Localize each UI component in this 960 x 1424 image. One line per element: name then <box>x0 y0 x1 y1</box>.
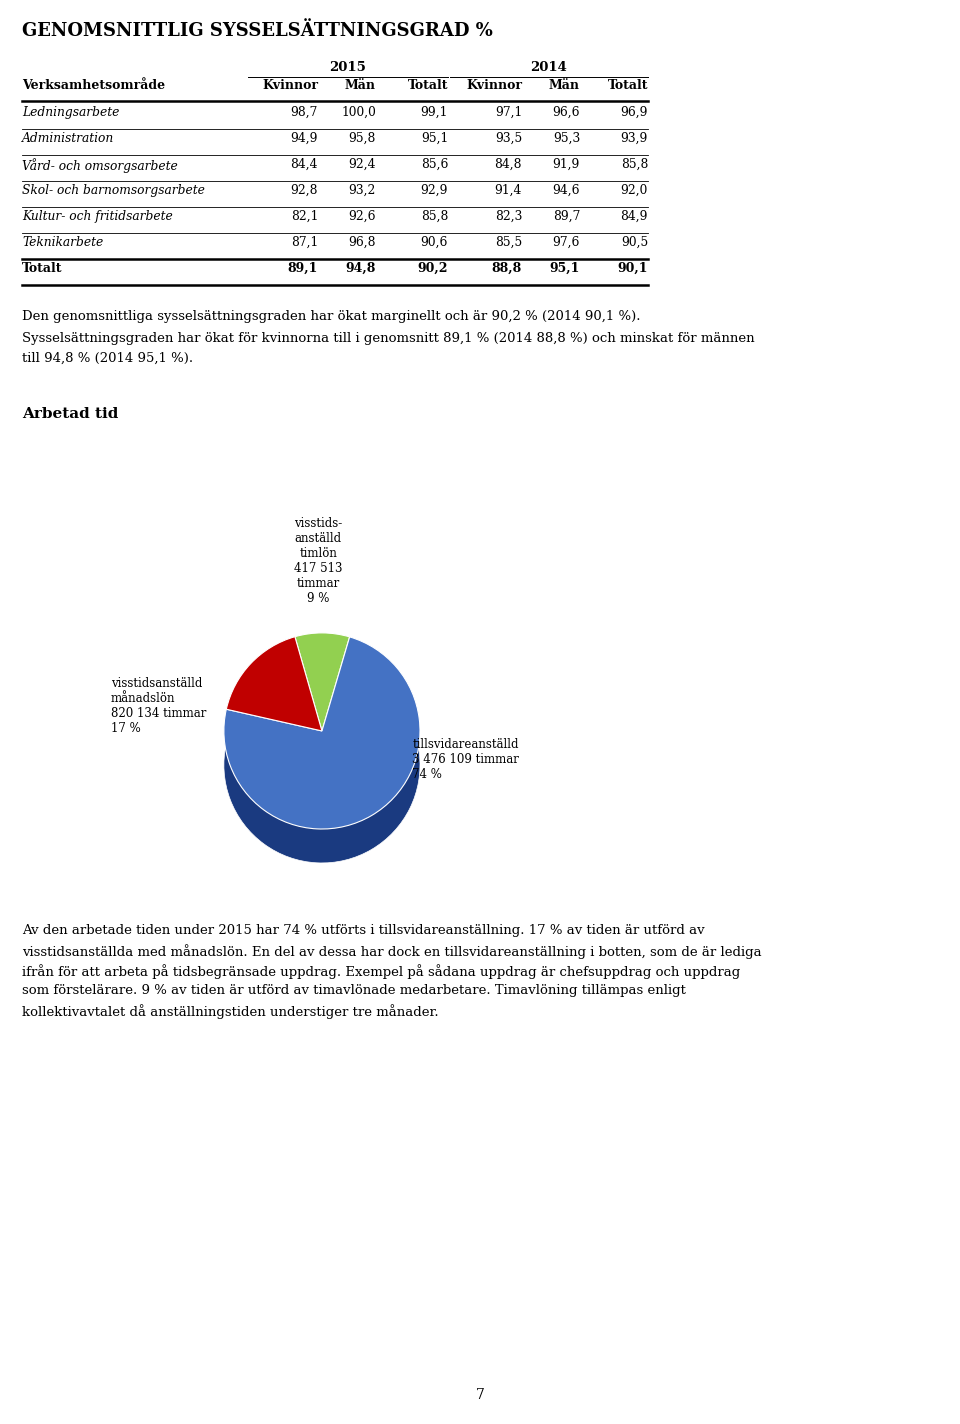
Text: visstidsanställd
månadslön
820 134 timmar
17 %: visstidsanställd månadslön 820 134 timma… <box>110 678 206 735</box>
Text: 92,8: 92,8 <box>291 184 318 197</box>
Text: Verksamhetsområde: Verksamhetsområde <box>22 78 165 93</box>
Text: 95,8: 95,8 <box>348 132 376 145</box>
Text: Totalt: Totalt <box>407 78 448 93</box>
Text: 92,9: 92,9 <box>420 184 448 197</box>
Text: Män: Män <box>345 78 376 93</box>
Text: 93,5: 93,5 <box>494 132 522 145</box>
Text: 84,8: 84,8 <box>494 158 522 171</box>
Text: GENOMSNITTLIG SYSSELSÄTTNINGSGRAD %: GENOMSNITTLIG SYSSELSÄTTNINGSGRAD % <box>22 21 492 40</box>
Wedge shape <box>295 666 349 765</box>
Text: Den genomsnittliga sysselsättningsgraden har ökat marginellt och är 90,2 % (2014: Den genomsnittliga sysselsättningsgraden… <box>22 310 640 323</box>
Text: Ledningsarbete: Ledningsarbete <box>22 105 119 120</box>
Text: Kultur- och fritidsarbete: Kultur- och fritidsarbete <box>22 209 173 224</box>
Text: Administration: Administration <box>22 132 114 145</box>
Text: 95,1: 95,1 <box>550 262 580 275</box>
Text: 85,5: 85,5 <box>494 236 522 249</box>
Text: 84,4: 84,4 <box>291 158 318 171</box>
Text: visstidsanställda med månadslön. En del av dessa har dock en tillsvidareanställn: visstidsanställda med månadslön. En del … <box>22 944 761 958</box>
Wedge shape <box>224 671 420 863</box>
Text: 82,1: 82,1 <box>291 209 318 224</box>
Text: 99,1: 99,1 <box>420 105 448 120</box>
Text: 85,6: 85,6 <box>420 158 448 171</box>
Text: 98,7: 98,7 <box>291 105 318 120</box>
Text: till 94,8 % (2014 95,1 %).: till 94,8 % (2014 95,1 %). <box>22 352 193 365</box>
Text: som förstelärare. 9 % av tiden är utförd av timavlönade medarbetare. Timavlöning: som förstelärare. 9 % av tiden är utförd… <box>22 984 685 997</box>
Text: 96,6: 96,6 <box>553 105 580 120</box>
Text: 92,0: 92,0 <box>620 184 648 197</box>
Text: Sysselsättningsgraden har ökat för kvinnorna till i genomsnitt 89,1 % (2014 88,8: Sysselsättningsgraden har ökat för kvinn… <box>22 332 755 345</box>
Text: visstids-
anställd
timlön
417 513
timmar
9 %: visstids- anställd timlön 417 513 timmar… <box>294 517 343 605</box>
Wedge shape <box>227 671 322 765</box>
Text: 85,8: 85,8 <box>420 209 448 224</box>
Text: 90,6: 90,6 <box>420 236 448 249</box>
Text: 92,4: 92,4 <box>348 158 376 171</box>
Text: 91,4: 91,4 <box>494 184 522 197</box>
Text: 85,8: 85,8 <box>620 158 648 171</box>
Text: 93,9: 93,9 <box>620 132 648 145</box>
Text: Skol- och barnomsorgsarbete: Skol- och barnomsorgsarbete <box>22 184 204 197</box>
Text: kollektivavtalet då anställningstiden understiger tre månader.: kollektivavtalet då anställningstiden un… <box>22 1004 439 1020</box>
Text: tillsvidareanställd
3 476 109 timmar
74 %: tillsvidareanställd 3 476 109 timmar 74 … <box>413 738 519 780</box>
Text: 93,2: 93,2 <box>348 184 376 197</box>
Text: 89,1: 89,1 <box>288 262 318 275</box>
Text: 90,1: 90,1 <box>617 262 648 275</box>
Text: 87,1: 87,1 <box>291 236 318 249</box>
Text: 95,3: 95,3 <box>553 132 580 145</box>
Wedge shape <box>224 637 420 829</box>
Text: Arbetad tid: Arbetad tid <box>22 407 118 422</box>
Text: 90,5: 90,5 <box>621 236 648 249</box>
Text: 89,7: 89,7 <box>553 209 580 224</box>
Wedge shape <box>295 632 349 731</box>
Text: 88,8: 88,8 <box>492 262 522 275</box>
Text: Av den arbetade tiden under 2015 har 74 % utförts i tillsvidareanställning. 17 %: Av den arbetade tiden under 2015 har 74 … <box>22 924 705 937</box>
Text: Teknikarbete: Teknikarbete <box>22 236 104 249</box>
Text: 82,3: 82,3 <box>494 209 522 224</box>
Text: 95,1: 95,1 <box>420 132 448 145</box>
Text: 84,9: 84,9 <box>620 209 648 224</box>
Text: Vård- och omsorgsarbete: Vård- och omsorgsarbete <box>22 158 178 172</box>
Text: 97,1: 97,1 <box>494 105 522 120</box>
Text: 2014: 2014 <box>531 61 567 74</box>
Text: 90,2: 90,2 <box>418 262 448 275</box>
Text: 97,6: 97,6 <box>553 236 580 249</box>
Text: Kvinnor: Kvinnor <box>262 78 318 93</box>
Text: Kvinnor: Kvinnor <box>466 78 522 93</box>
Text: 100,0: 100,0 <box>341 105 376 120</box>
Text: Män: Män <box>549 78 580 93</box>
Text: 91,9: 91,9 <box>553 158 580 171</box>
Text: Totalt: Totalt <box>22 262 62 275</box>
Text: 96,8: 96,8 <box>348 236 376 249</box>
Text: ifrån för att arbeta på tidsbegränsade uppdrag. Exempel på sådana uppdrag är che: ifrån för att arbeta på tidsbegränsade u… <box>22 964 740 978</box>
Text: 96,9: 96,9 <box>620 105 648 120</box>
Text: Totalt: Totalt <box>608 78 648 93</box>
Text: 92,6: 92,6 <box>348 209 376 224</box>
Text: 2015: 2015 <box>329 61 367 74</box>
Text: 94,9: 94,9 <box>291 132 318 145</box>
Text: 94,6: 94,6 <box>553 184 580 197</box>
Text: 94,8: 94,8 <box>346 262 376 275</box>
Wedge shape <box>227 637 322 731</box>
Text: 7: 7 <box>475 1388 485 1403</box>
